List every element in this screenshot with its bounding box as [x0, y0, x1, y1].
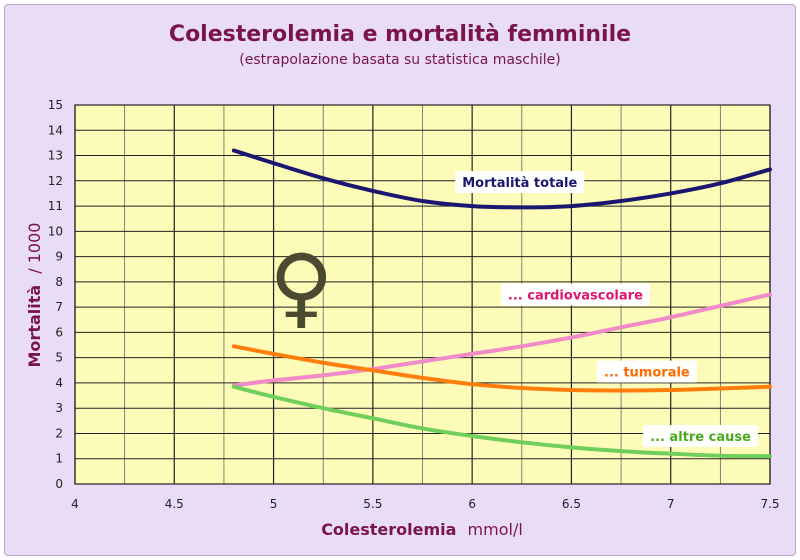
- x-tick-label: 5.5: [363, 497, 382, 511]
- series-line-1: [231, 292, 772, 388]
- series-label-3: ... altre cause: [643, 424, 758, 447]
- y-axis-label-name: Mortalità: [25, 285, 44, 368]
- y-tick-label: 13: [48, 149, 63, 163]
- series-label-text: ... tumorale: [604, 366, 690, 381]
- y-tick-label: 2: [55, 426, 63, 440]
- y-tick-label: 4: [55, 376, 63, 390]
- x-tick-label: 5: [270, 497, 278, 511]
- y-tick-label: 3: [55, 401, 63, 415]
- x-axis-label-name: Colesterolemia: [321, 520, 456, 539]
- series-lines: [231, 148, 772, 459]
- x-tick-label: 7: [667, 497, 675, 511]
- y-tick-label: 5: [55, 351, 63, 365]
- y-tick-label: 10: [48, 224, 63, 238]
- chart-subtitle: (estrapolazione basata su statistica mas…: [239, 52, 561, 68]
- series-label-text: Mortalità totale: [462, 176, 577, 191]
- y-tick-label: 9: [55, 250, 63, 264]
- x-tick-label: 6: [468, 497, 476, 511]
- series-labels: Mortalità totale ... cardiovascolare ... t…: [455, 171, 758, 447]
- chart-title: Colesterolemia e mortalità femminile: [168, 22, 632, 47]
- y-tick-label: 8: [55, 275, 63, 289]
- y-tick-label: 7: [55, 300, 63, 314]
- y-tick-label: 6: [55, 325, 63, 339]
- series-label-box: [597, 360, 697, 383]
- y-tick-label: 12: [48, 174, 63, 188]
- x-axis-label-unit: mmol/l: [468, 520, 523, 539]
- grid-lines: [74, 104, 771, 485]
- series-label-box: [455, 171, 585, 194]
- y-axis-label-unit: / 1000: [25, 223, 44, 274]
- y-tick-label: 11: [48, 199, 63, 213]
- x-tick-label: 4: [71, 497, 79, 511]
- series-label-box: [643, 424, 758, 447]
- y-tick-label: 15: [48, 98, 63, 112]
- x-tick-label: 7.5: [760, 497, 779, 511]
- series-line-2: [231, 344, 772, 393]
- series-line-0: [231, 148, 772, 210]
- series-label-box: [500, 283, 650, 306]
- series-label-text: ... altre cause: [650, 430, 751, 445]
- series-label-2: ... tumorale: [597, 360, 697, 383]
- series-line-3: [231, 384, 772, 459]
- female-symbol-icon: ♀: [269, 235, 333, 338]
- y-tick-label: 14: [48, 123, 63, 137]
- x-tick-labels: 4 4.5 5 5.5 6 6.5 7 7.5: [71, 497, 779, 511]
- x-tick-label: 6.5: [562, 497, 581, 511]
- series-label-0: Mortalità totale: [455, 171, 585, 194]
- y-tick-label: 0: [55, 477, 63, 491]
- series-label-text: ... cardiovascolare: [508, 289, 643, 304]
- y-axis-label: Mortalità / 1000: [25, 223, 44, 368]
- y-tick-label: 1: [55, 452, 63, 466]
- x-tick-label: 4.5: [165, 497, 184, 511]
- series-label-1: ... cardiovascolare: [500, 283, 650, 306]
- x-axis-label: Colesterolemia mmol/l: [321, 520, 523, 539]
